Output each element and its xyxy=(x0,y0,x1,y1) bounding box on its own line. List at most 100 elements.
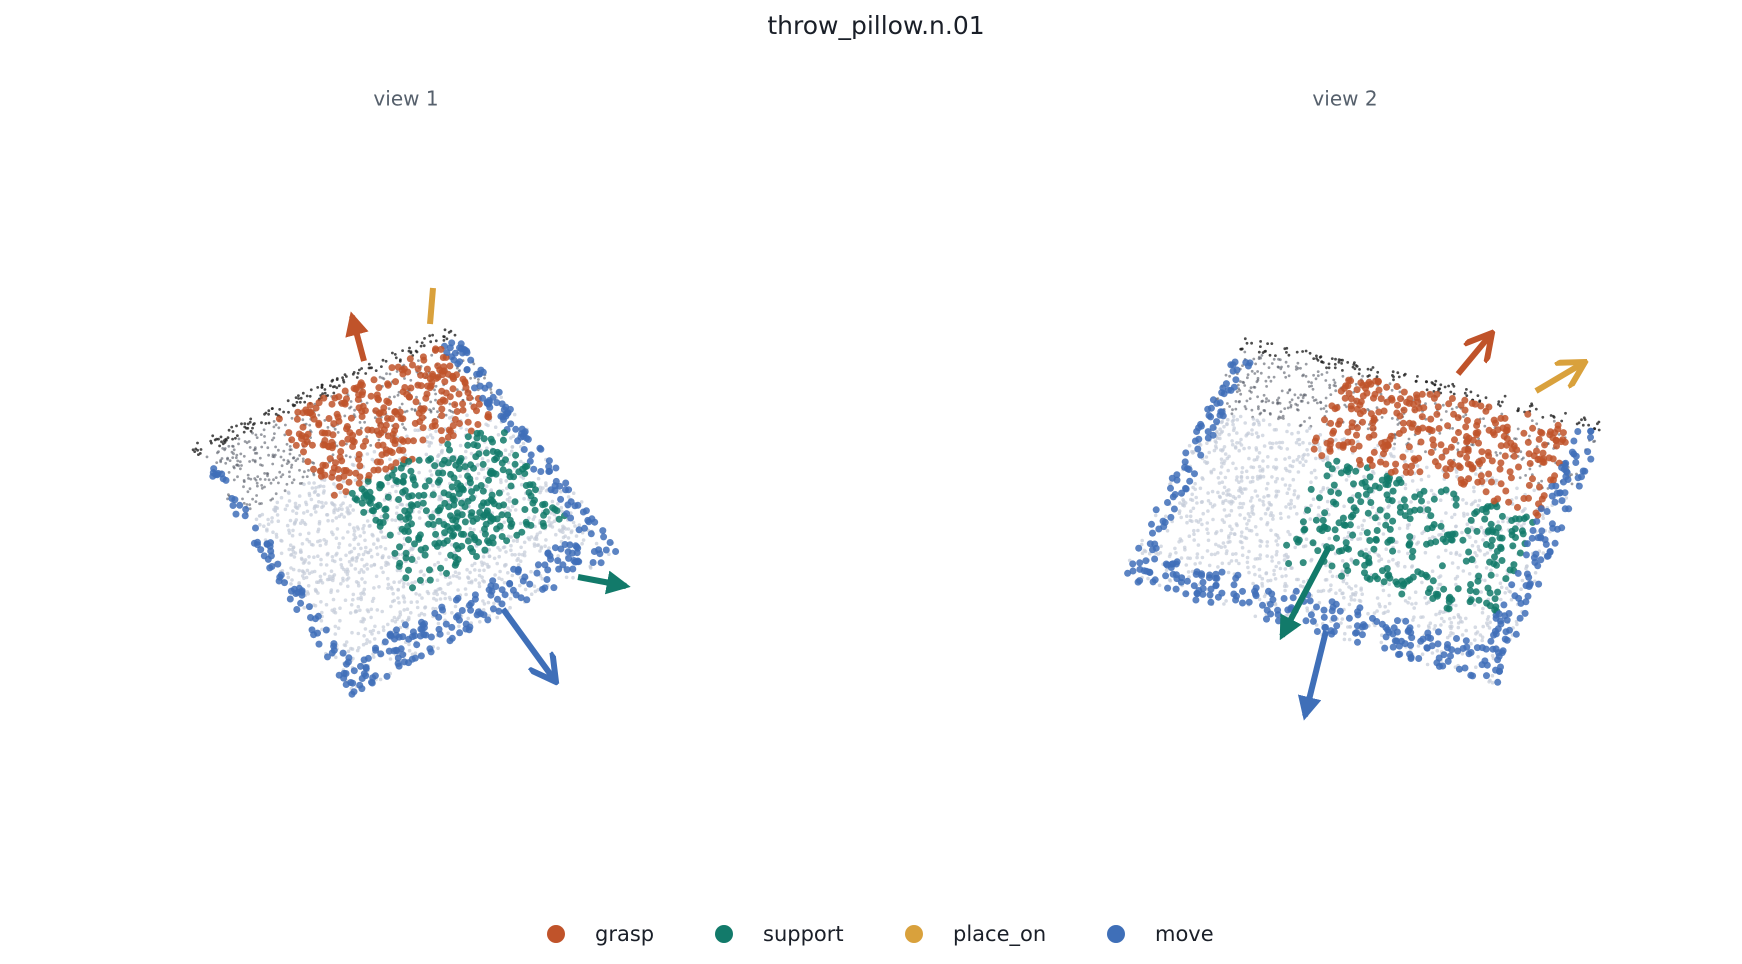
point xyxy=(1494,478,1499,483)
point xyxy=(1334,357,1337,361)
point xyxy=(1245,475,1250,480)
point xyxy=(1327,362,1331,366)
point xyxy=(515,468,523,476)
point xyxy=(360,656,368,664)
point xyxy=(338,618,342,623)
point xyxy=(290,481,294,485)
point xyxy=(273,509,278,513)
point xyxy=(1275,617,1282,625)
point xyxy=(1348,625,1353,629)
point xyxy=(1497,480,1505,488)
point xyxy=(1530,402,1533,406)
point xyxy=(552,477,560,485)
point xyxy=(1170,505,1178,513)
point xyxy=(489,393,497,401)
point xyxy=(413,408,417,412)
point xyxy=(341,536,345,540)
point xyxy=(281,473,285,476)
point xyxy=(1337,360,1341,364)
point xyxy=(302,606,307,610)
point xyxy=(306,401,314,409)
point xyxy=(1274,467,1278,471)
point xyxy=(1308,441,1312,446)
point xyxy=(1360,527,1365,532)
point xyxy=(527,516,531,520)
point xyxy=(1396,371,1400,375)
point xyxy=(1328,587,1333,592)
point xyxy=(1347,602,1352,607)
point xyxy=(1381,588,1386,593)
point xyxy=(1520,509,1525,514)
point xyxy=(1538,527,1546,535)
point xyxy=(1193,481,1197,486)
point xyxy=(1262,362,1266,366)
point xyxy=(252,448,256,452)
point xyxy=(1246,359,1254,367)
point xyxy=(452,461,460,469)
point xyxy=(1300,399,1304,403)
point xyxy=(1412,606,1416,610)
point xyxy=(1286,391,1290,395)
point xyxy=(350,462,355,467)
point xyxy=(467,606,475,614)
point xyxy=(1251,417,1256,421)
point xyxy=(556,502,560,506)
point xyxy=(1206,531,1210,535)
point xyxy=(1227,432,1231,437)
point xyxy=(571,558,579,566)
point xyxy=(426,591,431,596)
point xyxy=(325,552,330,557)
point xyxy=(510,449,514,454)
point xyxy=(246,473,250,477)
point xyxy=(449,432,457,440)
point xyxy=(1239,475,1244,480)
point xyxy=(372,644,379,652)
point xyxy=(542,508,550,516)
point xyxy=(438,436,446,444)
point xyxy=(1444,511,1448,515)
point xyxy=(240,422,243,426)
point xyxy=(1450,490,1458,498)
point xyxy=(476,509,484,516)
point xyxy=(287,531,292,535)
point xyxy=(258,522,262,527)
point xyxy=(1200,555,1205,560)
point xyxy=(1450,515,1454,520)
point xyxy=(1320,613,1328,621)
point xyxy=(231,456,235,459)
point xyxy=(231,430,235,433)
point xyxy=(1523,507,1527,511)
point xyxy=(1389,487,1397,495)
point xyxy=(378,375,382,379)
point xyxy=(332,459,339,467)
point xyxy=(310,631,318,639)
point xyxy=(211,434,215,438)
point xyxy=(468,570,472,575)
point xyxy=(1464,616,1468,621)
point xyxy=(380,365,383,368)
point xyxy=(1183,547,1187,552)
point xyxy=(498,586,506,594)
point xyxy=(304,502,309,507)
point xyxy=(1265,587,1272,595)
point xyxy=(1244,487,1248,491)
point xyxy=(1467,572,1472,576)
point xyxy=(1462,423,1470,431)
point xyxy=(1535,580,1543,588)
point xyxy=(554,557,562,565)
point xyxy=(292,522,297,526)
point xyxy=(1289,566,1293,570)
point xyxy=(249,429,253,433)
point xyxy=(1469,641,1473,646)
point xyxy=(1240,491,1244,495)
point xyxy=(453,333,457,337)
point xyxy=(1513,437,1516,440)
point xyxy=(1485,452,1493,460)
point xyxy=(402,542,406,547)
point xyxy=(267,478,271,482)
point xyxy=(460,530,467,538)
point xyxy=(1479,525,1484,530)
point xyxy=(1282,584,1287,588)
point xyxy=(224,461,228,465)
point xyxy=(1501,452,1509,460)
